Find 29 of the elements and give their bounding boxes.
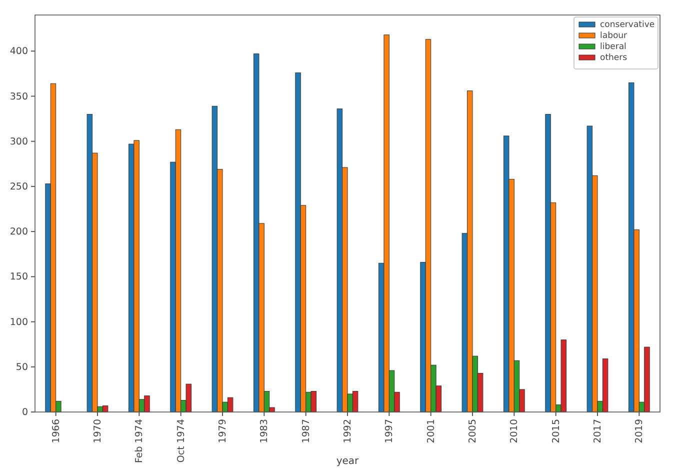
- x-tick-label: Feb 1974: [134, 419, 146, 464]
- x-axis-title: year: [336, 456, 360, 467]
- y-tick-label: 100: [10, 316, 28, 328]
- y-tick-label: 250: [10, 181, 28, 192]
- x-tick-label: 1970: [92, 419, 104, 444]
- x-tick-label: 2015: [550, 419, 562, 444]
- x-tick-label: 1997: [384, 419, 396, 444]
- legend-label: labour: [600, 31, 628, 42]
- x-tick-label: 2017: [592, 419, 604, 444]
- legend-label: conservative: [600, 20, 655, 30]
- y-tick-label: 50: [16, 362, 28, 373]
- y-tick-label: 150: [10, 272, 28, 283]
- legend-label: liberal: [600, 42, 626, 52]
- x-tick-label: 1966: [50, 419, 62, 444]
- x-tick-label: 2001: [426, 419, 437, 444]
- y-tick-label: 400: [10, 46, 28, 58]
- x-tick-label: 2019: [634, 419, 646, 444]
- x-tick-label: 2005: [468, 419, 479, 444]
- x-tick-label: 1979: [218, 419, 229, 444]
- y-tick-label: 200: [10, 226, 28, 238]
- x-tick-label: 1987: [300, 419, 312, 444]
- x-tick-label: 2010: [509, 419, 520, 444]
- y-tick-label: 0: [22, 407, 28, 418]
- legend-label: others: [600, 53, 628, 64]
- y-tick-label: 350: [10, 91, 28, 102]
- y-tick-label: 300: [10, 136, 28, 148]
- x-tick-label: Oct 1974: [176, 419, 187, 463]
- x-tick-label: 1992: [342, 419, 354, 444]
- x-tick-label: 1983: [259, 419, 270, 444]
